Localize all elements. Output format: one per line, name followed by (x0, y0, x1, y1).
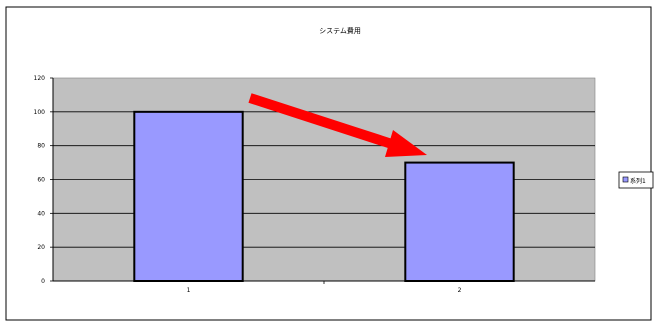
y-tick-label: 80 (37, 143, 45, 150)
arrow-shaft (248, 93, 400, 151)
x-tick-label: 1 (187, 287, 191, 294)
arrow-head (385, 130, 427, 157)
bar-1 (133, 110, 244, 283)
y-tick-labels: 0 20 40 60 80 100 120 (34, 75, 53, 285)
chart-title: システム費用 (319, 26, 361, 35)
y-tick-label: 20 (37, 244, 45, 251)
y-tick-label: 60 (37, 177, 45, 184)
legend-box (618, 171, 654, 189)
y-tick-label: 100 (34, 109, 46, 116)
legend-swatch (622, 176, 629, 183)
legend-label: 系列1 (630, 177, 646, 185)
y-tick-label: 40 (37, 210, 45, 217)
y-tick-label: 0 (41, 278, 45, 285)
x-tick-label: 2 (458, 287, 462, 294)
decrease-arrow (248, 93, 427, 157)
bar-layer (133, 110, 515, 283)
legend: 系列1 (618, 171, 654, 189)
y-tick-label: 120 (34, 75, 46, 82)
bar-2 (404, 161, 515, 282)
